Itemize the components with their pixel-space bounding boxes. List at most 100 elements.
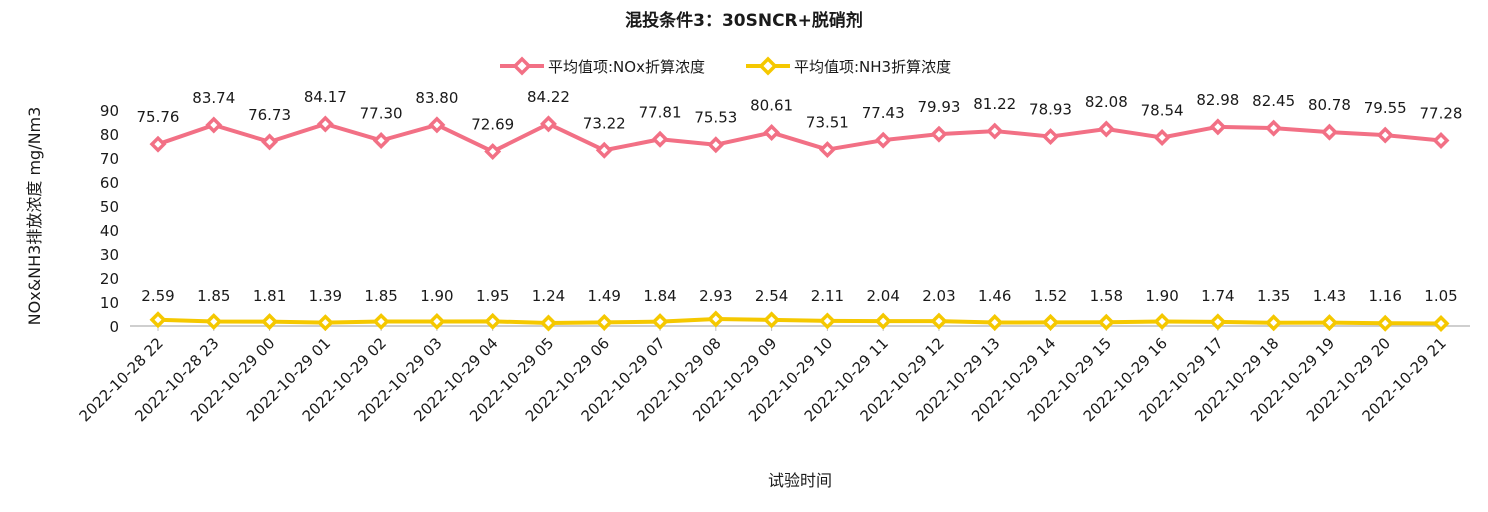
legend-marker-nh3 [758,56,778,76]
data-label-nox: 80.61 [750,97,793,115]
data-label-nh3: 1.90 [420,287,453,305]
data-point-nox[interactable] [261,133,279,151]
data-point-nox[interactable] [986,122,1004,140]
data-label-nox: 79.93 [917,98,960,116]
data-point-nh3[interactable] [1209,313,1227,331]
data-point-nh3[interactable] [707,310,725,328]
data-label-nox: 82.98 [1196,91,1239,109]
data-label-nox: 77.43 [862,104,905,122]
data-label-nh3: 1.81 [253,287,286,305]
data-point-nh3[interactable] [763,311,781,329]
y-tick-label: 60 [100,174,119,192]
data-point-nh3[interactable] [484,312,502,330]
data-label-nox: 83.74 [192,89,235,107]
data-point-nh3[interactable] [372,313,390,331]
data-label-nh3: 1.46 [978,287,1011,305]
data-point-nh3[interactable] [818,312,836,330]
data-point-nh3[interactable] [1265,314,1283,332]
data-point-nox[interactable] [1209,118,1227,136]
data-label-nh3: 2.03 [922,287,955,305]
legend-marker-nox [512,56,532,76]
data-point-nox[interactable] [595,141,613,159]
data-point-nh3[interactable] [261,313,279,331]
data-point-nox[interactable] [1097,120,1115,138]
data-point-nox[interactable] [316,115,334,133]
series-nox: 75.76 83.74 76.73 84.17 77.30 83.80 72.69 84.22… [137,88,1463,161]
data-point-nh3[interactable] [595,313,613,331]
y-axis-ticks: 0 10 20 30 40 50 60 70 80 90 [100,102,119,336]
series-line-nox [157,121,1442,154]
data-point-nh3[interactable] [1376,314,1394,332]
y-tick-label: 70 [100,150,119,168]
data-label-nox: 78.54 [1141,102,1184,120]
legend-item-nh3[interactable]: 平均值项:NH3折算浓度 [746,56,951,76]
legend-label-nox: 平均值项:NOx折算浓度 [548,58,705,76]
data-point-nox[interactable] [707,136,725,154]
data-point-nox[interactable] [372,132,390,149]
data-label-nh3: 2.59 [141,287,174,305]
data-label-nox: 79.55 [1364,99,1407,117]
chart-title: 混投条件3：30SNCR+脱硝剂 [625,10,863,31]
data-point-nh3[interactable] [1042,313,1059,331]
data-label-nh3: 1.24 [532,287,565,305]
data-point-nh3[interactable] [874,312,892,330]
data-label-nh3: 1.35 [1257,287,1290,305]
data-point-nox[interactable] [930,125,948,143]
data-point-nh3[interactable] [205,313,223,331]
data-point-nox[interactable] [1265,119,1283,137]
y-tick-label: 10 [100,294,119,312]
data-point-nox[interactable] [1376,126,1394,144]
data-point-nox[interactable] [205,116,223,134]
data-point-nh3[interactable] [1320,314,1338,332]
data-point-nox[interactable] [1153,129,1171,146]
data-point-nh3[interactable] [540,314,557,332]
data-point-nh3[interactable] [316,314,334,332]
data-label-nh3: 1.58 [1090,287,1123,305]
data-label-nox: 73.22 [583,114,626,132]
data-point-nox[interactable] [763,124,781,142]
data-label-nh3: 2.04 [866,287,899,305]
data-label-nh3: 2.11 [811,287,844,305]
data-label-nh3: 1.90 [1145,287,1178,305]
data-point-nh3[interactable] [428,312,446,330]
data-label-nox: 77.81 [639,103,682,121]
data-label-nox: 76.73 [248,106,291,124]
data-label-nh3: 1.95 [476,287,509,305]
series-nh3: 2.59 1.85 1.81 1.39 1.85 1.90 1.95 1.24 1.49 1.84… [141,287,1458,332]
data-label-nh3: 1.16 [1369,287,1402,305]
data-point-nox[interactable] [874,131,892,149]
data-point-nh3[interactable] [1153,312,1171,330]
data-label-nox: 75.76 [137,108,180,126]
data-point-nox[interactable] [818,141,836,159]
y-tick-label: 90 [100,102,119,120]
data-point-nox[interactable] [651,130,669,148]
data-point-nh3[interactable] [986,314,1004,331]
data-point-nox[interactable] [1320,123,1338,141]
data-label-nox: 81.22 [973,95,1016,113]
legend-item-nox[interactable]: 平均值项:NOx折算浓度 [500,56,705,76]
data-point-nh3[interactable] [149,311,167,329]
data-label-nox: 77.28 [1420,105,1463,123]
data-point-nox[interactable] [1042,128,1059,146]
data-label-nh3: 1.39 [309,287,342,305]
data-point-nox[interactable] [1432,132,1450,150]
data-point-nox[interactable] [540,115,557,133]
y-axis-title: NOx&NH3排放浓度 mg/Nm3 [25,107,44,326]
legend: 平均值项:NOx折算浓度 平均值项:NH3折算浓度 [500,56,951,76]
data-label-nh3: 2.93 [699,287,732,305]
series-layer: 75.76 83.74 76.73 84.17 77.30 83.80 72.69 84.22… [137,88,1463,332]
data-point-nh3[interactable] [1097,313,1115,331]
data-label-nox: 80.78 [1308,96,1351,114]
data-point-nox[interactable] [484,143,502,161]
y-tick-label: 20 [100,270,119,288]
data-label-nh3: 1.84 [643,287,676,305]
data-label-nox: 84.17 [304,88,347,106]
data-point-nox[interactable] [428,116,446,134]
data-point-nh3[interactable] [1432,315,1450,332]
data-point-nox[interactable] [149,135,167,153]
data-point-nh3[interactable] [930,312,948,330]
data-point-nh3[interactable] [651,313,669,331]
y-tick-label: 0 [109,318,119,336]
